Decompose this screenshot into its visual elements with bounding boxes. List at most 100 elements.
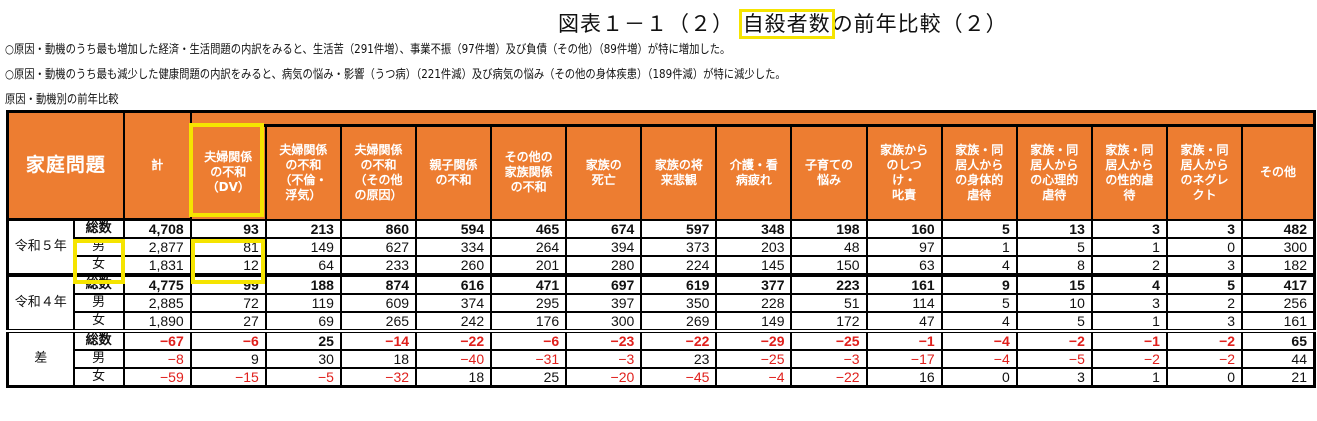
table-cell: 394 [565,237,643,257]
table-cell: 3 [1165,255,1244,276]
table-cell: 5 [1165,273,1244,295]
table-cell: 3 [1090,218,1168,239]
table-cell: 15 [1015,273,1093,295]
table-cell: 417 [1241,273,1316,295]
table-cell: 1 [1090,237,1168,257]
table-cell: −1 [865,329,943,351]
table-cell: 188 [264,273,342,295]
table-cell: −67 [122,329,192,351]
table-cell: 2 [1165,293,1244,313]
table-cell: −22 [790,367,868,388]
table-cell: 18 [339,349,418,369]
table-cell: 874 [339,273,418,295]
table-row: 男 2,877 81 149 627 334 264 394 373 203 48 97 1 5 1 0 300 [8,237,1316,257]
column-header: 親子関係 の不和 [415,124,493,221]
table-cell: 260 [415,255,493,276]
table-cell: 176 [490,311,568,332]
table-cell: 97 [865,237,943,257]
table-cell: 256 [1241,293,1316,313]
column-header: 家族・同 居人から の性的虐待 [1090,124,1168,221]
table-row: 男 2,885 72 119 609 374 295 397 350 228 51 114 5 10 3 2 2… [8,293,1316,313]
table-cell: 4 [940,255,1018,276]
header-band [189,110,1316,127]
table-cell: −6 [189,329,267,351]
table-cell: 13 [1015,218,1093,239]
table-cell: 377 [715,273,793,295]
table-cell: −5 [1015,349,1093,369]
table-cell: 63 [865,255,943,276]
table-cell: 30 [264,349,342,369]
table-row: 令和４年 総数 4,775 99 188 874 616 471 697 619 377 223 161… [6,273,1316,332]
table-cell: 27 [189,311,267,332]
table-cell: −25 [790,329,868,351]
table-cell: 150 [790,255,868,276]
table-cell: −4 [940,329,1018,351]
table-cell: −8 [122,349,192,369]
table-cell: −23 [565,329,643,351]
table-cell: −15 [189,367,267,388]
table-row: 差総数 −67 −6 25 −14 −22 −6 −23 −22 −29 −25 −1 −4 −2 −1 −2… [6,329,1316,388]
table-cell: 4 [940,311,1018,332]
table-cell: 1,890 [122,311,192,332]
table-cell: 145 [715,255,793,276]
table-cell: 213 [264,218,342,239]
table-cell: 0 [940,367,1018,388]
table-cell: 295 [490,293,568,313]
category-header: 家庭問題 [6,110,125,221]
table-cell: 627 [339,237,418,257]
table-cell: −2 [1090,349,1168,369]
table-cell: −1 [1090,329,1168,351]
row-label: 男 [72,237,125,257]
table-cell: 198 [790,218,868,239]
table-cell: 5 [1015,237,1093,257]
row-label: 女 [72,367,125,388]
table-cell: −29 [715,329,793,351]
table-cell: 9 [189,349,267,369]
column-header-total: 計 [122,110,192,221]
table-cell: −2 [1015,329,1093,351]
row-label: 総数 [72,218,125,239]
row-label: 男 [72,293,125,313]
table-cell: 594 [415,218,493,239]
row-group-label: 令和４年 [6,273,75,332]
column-header: 家族・同 居人から の身体的 虐待 [940,124,1018,221]
table-cell: −4 [715,367,793,388]
column-header: 子育ての 悩み [790,124,868,221]
comparison-table: 家庭問題計夫婦関係 の不和 （DV） 夫婦関係 の不和 （不倫・ 浮気） 夫婦関係 の不和 （その… [6,110,1316,388]
table-cell: 674 [565,218,643,239]
page-title: 図表１－１（２） 自殺者数の前年比較（２） [558,8,1008,39]
table-cell: 233 [339,255,418,276]
title-prefix: 図表１－１（２） [558,12,734,36]
column-header: 家族の 死亡 [565,124,643,221]
table-cell: 242 [415,311,493,332]
column-header: 夫婦関係 の不和 （その他 の原因） [339,124,418,221]
table-cell: 161 [1241,311,1316,332]
table-cell: −45 [640,367,718,388]
table-cell: 99 [189,273,267,295]
table-row: 女 1,831 12 64 233 260 201 280 224 145 150 63 4 8 2 3 182 [8,255,1316,276]
table-cell: 51 [790,293,868,313]
table-cell: −3 [790,349,868,369]
table-cell: 172 [790,311,868,332]
column-header: 家族の将 来悲観 [640,124,718,221]
table-cell: 23 [640,349,718,369]
table-row: 女 1,890 27 69 265 242 176 300 269 149 172 47 4 5 1 3 161 [8,311,1316,332]
row-label: 女 [72,255,125,276]
table-cell: −4 [940,349,1018,369]
table-cell: 3 [1015,367,1093,388]
table-cell: 280 [565,255,643,276]
row-label: 総数 [72,329,125,351]
table-cell: 350 [640,293,718,313]
table-cell: 149 [264,237,342,257]
column-header: 夫婦関係 の不和 （DV） [189,124,267,221]
table-cell: 397 [565,293,643,313]
table-cell: 69 [264,311,342,332]
table-cell: 2,877 [122,237,192,257]
column-header: 家族・同 居人から の心理的 虐待 [1015,124,1093,221]
table-cell: 4,708 [122,218,192,239]
table-cell: 161 [865,273,943,295]
table-cell: 5 [940,293,1018,313]
table-cell: 12 [189,255,267,276]
table-cell: 334 [415,237,493,257]
table-cell: 2 [1090,255,1168,276]
